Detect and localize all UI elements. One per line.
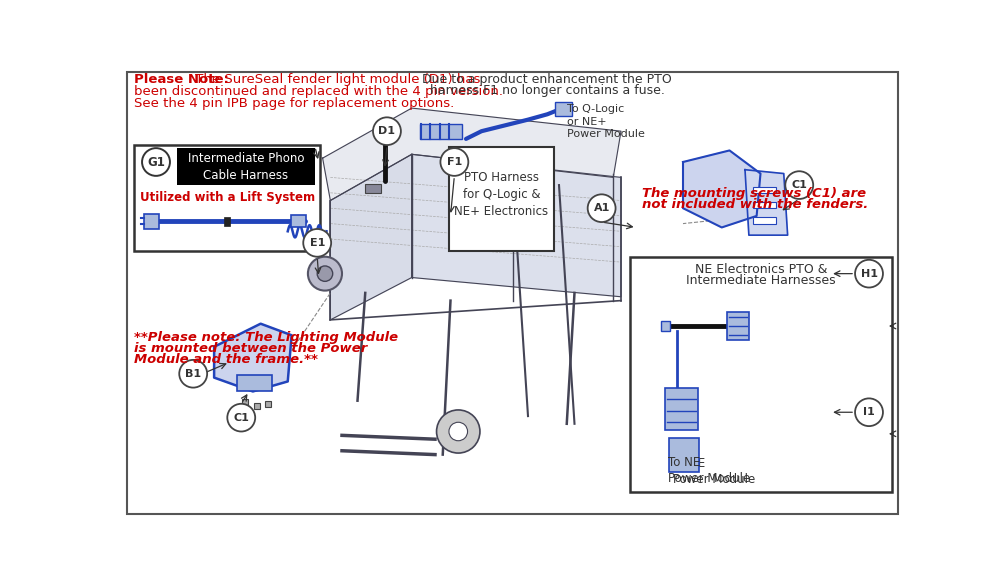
Text: The mounting screws (C1) are: The mounting screws (C1) are: [642, 187, 866, 201]
Text: To NE
Power Module: To NE Power Module: [668, 456, 750, 485]
Text: C1: C1: [233, 412, 249, 423]
Text: G1: G1: [147, 155, 165, 169]
Bar: [665, 387, 698, 430]
Bar: [669, 438, 699, 472]
Polygon shape: [323, 108, 621, 201]
Text: been discontinued and replaced with the 4 pin version.: been discontinued and replaced with the …: [134, 85, 503, 98]
Polygon shape: [745, 170, 788, 235]
Text: Intermediate Phono
Cable Harness: Intermediate Phono Cable Harness: [188, 151, 304, 182]
Text: Please Note:: Please Note:: [134, 74, 229, 86]
Circle shape: [179, 360, 207, 387]
Circle shape: [373, 117, 401, 145]
Text: C1: C1: [791, 180, 807, 190]
Text: H1: H1: [860, 269, 878, 278]
Text: B1: B1: [185, 369, 201, 379]
Circle shape: [440, 148, 468, 176]
Text: I1: I1: [863, 407, 875, 417]
Text: Intermediate Harnesses: Intermediate Harnesses: [686, 274, 836, 287]
Bar: [237, 375, 272, 392]
Circle shape: [142, 148, 170, 176]
Bar: [144, 213, 159, 229]
Circle shape: [308, 257, 342, 291]
Text: See the 4 pin IPB page for replacement options.: See the 4 pin IPB page for replacement o…: [134, 96, 455, 110]
Circle shape: [855, 398, 883, 426]
Bar: [420, 124, 462, 139]
Polygon shape: [330, 154, 412, 320]
Circle shape: [303, 229, 331, 257]
Text: The SureSeal fender light module (D1) has: The SureSeal fender light module (D1) ha…: [191, 74, 480, 86]
Polygon shape: [412, 154, 621, 297]
Text: Due to a product enhancement the PTO: Due to a product enhancement the PTO: [422, 74, 672, 86]
Bar: [291, 215, 306, 227]
Bar: [242, 399, 248, 405]
Polygon shape: [214, 324, 292, 392]
Text: E1: E1: [310, 238, 325, 248]
Bar: [365, 183, 381, 193]
Bar: [661, 321, 670, 331]
Circle shape: [855, 260, 883, 288]
Bar: [449, 147, 554, 251]
Bar: [177, 148, 315, 185]
Text: harness F1 no longer contains a fuse.: harness F1 no longer contains a fuse.: [430, 84, 665, 97]
Text: not included with the fenders.: not included with the fenders.: [642, 198, 868, 211]
Bar: [753, 218, 776, 224]
Text: Utilized with a Lift System: Utilized with a Lift System: [140, 191, 315, 204]
Circle shape: [317, 266, 333, 281]
Bar: [254, 403, 260, 409]
Text: Module and the frame.**: Module and the frame.**: [134, 353, 318, 366]
Text: PTO Harness
for Q-Logic &
NE+ Electronics: PTO Harness for Q-Logic & NE+ Electronic…: [454, 171, 548, 218]
Text: D1: D1: [378, 126, 395, 136]
Bar: [753, 187, 776, 193]
Bar: [224, 217, 230, 226]
Circle shape: [449, 422, 468, 441]
Circle shape: [785, 171, 813, 199]
Text: To NE
Power Module: To NE Power Module: [673, 457, 755, 486]
Polygon shape: [683, 150, 761, 227]
Circle shape: [437, 410, 480, 453]
Bar: [727, 312, 749, 340]
Bar: [630, 257, 892, 492]
Bar: [265, 401, 271, 407]
Text: is mounted between the Power: is mounted between the Power: [134, 342, 368, 355]
Bar: [555, 102, 572, 116]
Text: **Please note: The Lighting Module: **Please note: The Lighting Module: [134, 331, 398, 345]
Text: To Q-Logic
or NE+
Power Module: To Q-Logic or NE+ Power Module: [567, 104, 645, 139]
Text: NE Electronics PTO &: NE Electronics PTO &: [695, 263, 828, 276]
Circle shape: [588, 194, 616, 222]
Circle shape: [227, 404, 255, 432]
Text: F1: F1: [447, 157, 462, 167]
Text: A1: A1: [593, 203, 610, 213]
Bar: [753, 202, 776, 208]
Bar: [134, 145, 320, 251]
